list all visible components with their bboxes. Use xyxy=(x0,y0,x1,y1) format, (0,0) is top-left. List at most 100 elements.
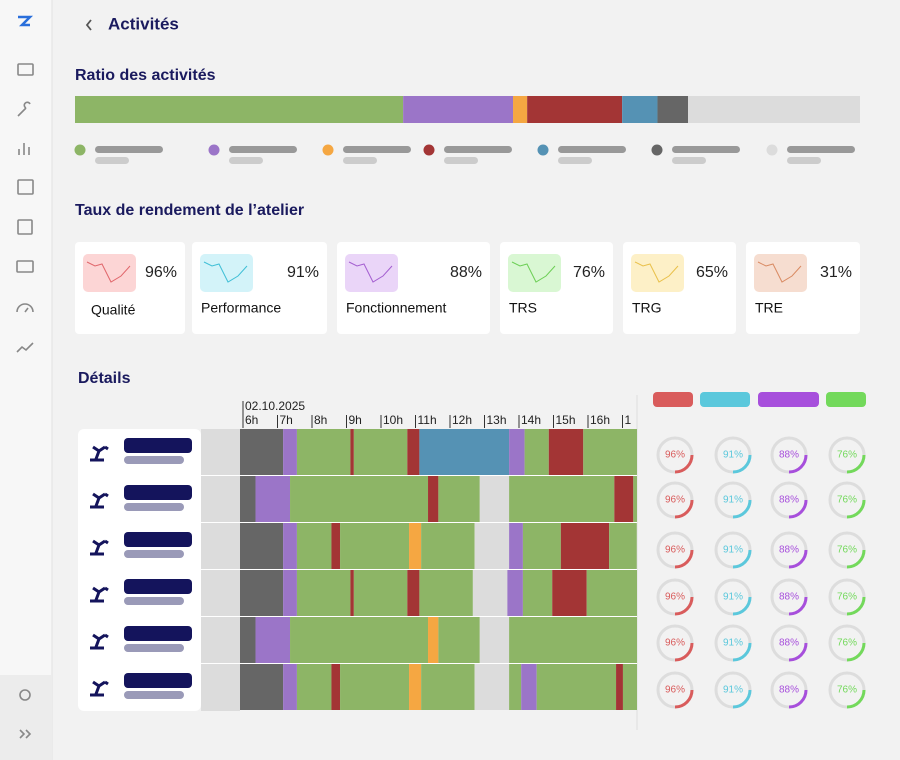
legend-placeholder xyxy=(787,157,821,164)
gauge-arc xyxy=(674,596,694,616)
activity-segment xyxy=(350,429,354,475)
activity-segment xyxy=(609,523,637,569)
activity-segment xyxy=(331,664,341,710)
kpi-label: Performance xyxy=(201,300,281,316)
gauge-label: 88% xyxy=(779,685,799,696)
ratio-segment xyxy=(622,96,658,123)
back-button[interactable] xyxy=(85,19,92,31)
gauge-label: 76% xyxy=(837,495,857,506)
hour-label: 8h xyxy=(314,413,327,427)
gauge-label: 88% xyxy=(779,495,799,506)
legend-placeholder xyxy=(95,146,163,153)
activity-segment xyxy=(479,617,510,663)
nav-icon[interactable] xyxy=(17,179,34,195)
nav-icon[interactable] xyxy=(17,101,31,117)
legend-placeholder xyxy=(558,146,626,153)
activity-segment xyxy=(428,617,439,663)
gauge-label: 96% xyxy=(665,685,685,696)
gauge-label: 88% xyxy=(779,638,799,649)
section-title: Ratio des activités xyxy=(75,67,216,84)
activity-segment xyxy=(283,664,297,710)
hour-label: 13h xyxy=(487,413,507,427)
machine-name xyxy=(124,485,192,500)
gauge-arc xyxy=(788,499,808,519)
activity-segment xyxy=(521,664,537,710)
gauge-arc xyxy=(846,596,866,616)
activity-segment xyxy=(340,664,410,710)
activity-segment xyxy=(350,570,354,616)
state-pill xyxy=(653,392,693,407)
nav-icon[interactable] xyxy=(17,219,33,235)
legend-placeholder xyxy=(444,157,478,164)
gauge-arc xyxy=(674,689,694,709)
activity-segment xyxy=(438,476,480,522)
activity-segment xyxy=(283,429,297,475)
hour-label: 15h xyxy=(556,413,576,427)
robot-icon xyxy=(90,680,109,697)
gauge-label: 96% xyxy=(665,638,685,649)
machine-name xyxy=(124,579,192,594)
sparkline xyxy=(203,261,248,283)
nav-icon[interactable] xyxy=(16,303,34,313)
gauge-arc xyxy=(732,454,752,474)
sparkline-box xyxy=(83,254,136,292)
activity-segment xyxy=(353,429,408,475)
expand-icon[interactable] xyxy=(19,729,32,739)
sparkline xyxy=(511,261,556,283)
gauge-label: 91% xyxy=(723,545,743,556)
gauge-arc xyxy=(846,549,866,569)
machine-sub xyxy=(124,503,184,511)
legend-placeholder xyxy=(558,157,592,164)
nav-icon[interactable] xyxy=(18,143,30,155)
robot-icon xyxy=(90,586,109,603)
state-pill xyxy=(700,392,750,407)
gauge-label: 76% xyxy=(837,545,857,556)
page-title: Activités xyxy=(108,14,179,33)
gauge-label: 96% xyxy=(665,545,685,556)
ratio-segment xyxy=(403,96,514,123)
nav-icon[interactable] xyxy=(17,63,34,76)
activity-segment xyxy=(409,664,422,710)
gauge-arc xyxy=(674,549,694,569)
machine-sub xyxy=(124,597,184,605)
hour-label: 14h xyxy=(521,413,541,427)
activity-segment xyxy=(522,570,553,616)
activity-segment xyxy=(421,523,475,569)
gauge-label: 76% xyxy=(837,638,857,649)
machine-sub xyxy=(124,550,184,558)
activity-segment xyxy=(622,664,637,710)
legend-dot xyxy=(74,144,86,156)
sidebar xyxy=(0,0,52,760)
date-label: 02.10.2025 xyxy=(245,399,305,413)
gauge-label: 91% xyxy=(723,592,743,603)
activity-segment xyxy=(616,664,623,710)
ratio-segment xyxy=(75,96,404,123)
activity-segment xyxy=(586,570,637,616)
gauge-label: 91% xyxy=(723,450,743,461)
machine-name xyxy=(124,673,192,688)
settings-icon[interactable] xyxy=(19,689,31,701)
activity-segment xyxy=(583,429,637,475)
activity-segment xyxy=(509,617,637,663)
legend-placeholder xyxy=(229,146,297,153)
gauge-label: 76% xyxy=(837,685,857,696)
robot-icon xyxy=(90,539,109,556)
nav-icon[interactable] xyxy=(16,342,34,353)
machine-sub xyxy=(124,644,184,652)
gauge-label: 96% xyxy=(665,495,685,506)
activity-segment xyxy=(474,523,510,569)
sparkline-box xyxy=(631,254,684,292)
kpi-value: 31% xyxy=(820,264,852,281)
kpi-value: 65% xyxy=(696,264,728,281)
legend-placeholder xyxy=(95,157,129,164)
gauge-label: 88% xyxy=(779,592,799,603)
ratio-segment xyxy=(527,96,623,123)
nav-icon[interactable] xyxy=(16,260,34,273)
legend-placeholder xyxy=(672,157,706,164)
state-pill xyxy=(758,392,819,407)
robot-icon xyxy=(90,633,109,650)
activity-segment xyxy=(522,523,561,569)
gauge-label: 91% xyxy=(723,495,743,506)
sidebar-icons xyxy=(16,15,34,739)
activity-segment xyxy=(240,476,256,522)
